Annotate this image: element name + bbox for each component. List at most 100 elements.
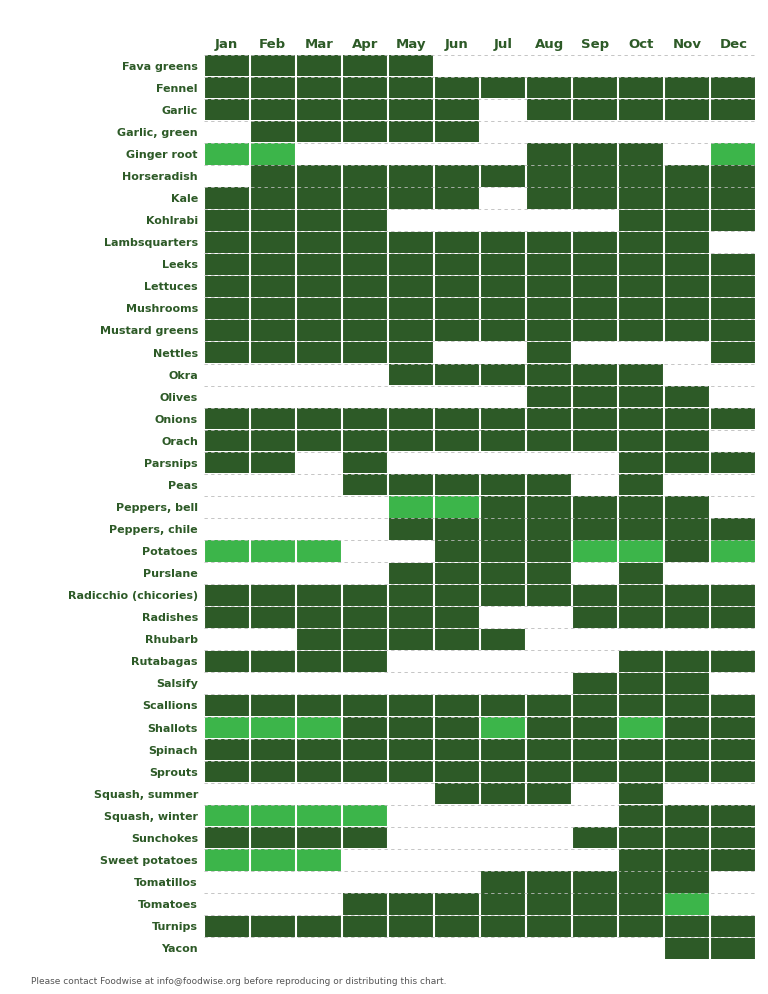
Bar [250,695,295,716]
Bar [665,232,710,252]
Bar [573,188,617,209]
Bar [389,695,433,716]
Bar [435,409,479,429]
Bar [619,188,664,209]
Bar [389,188,433,209]
Bar [619,474,664,495]
Bar [435,717,479,739]
Bar [665,872,710,893]
Bar [665,430,710,451]
Bar [619,872,664,893]
Bar [711,805,756,826]
Bar [665,275,710,297]
Bar [619,78,664,98]
Bar [435,894,479,914]
Bar [711,210,756,231]
Bar [250,409,295,429]
Bar [619,651,664,672]
Bar [527,695,571,716]
Bar [711,541,756,562]
Bar [665,937,710,959]
Bar [204,232,249,252]
Bar [389,78,433,98]
Bar [619,364,664,385]
Bar [389,342,433,363]
Bar [527,298,571,319]
Bar [619,783,664,804]
Bar [619,165,664,187]
Bar [481,783,525,804]
Bar [389,629,433,650]
Bar [665,409,710,429]
Bar [250,275,295,297]
Bar [619,210,664,231]
Bar [481,496,525,518]
Bar [389,99,433,120]
Bar [204,143,249,165]
Bar [389,474,433,495]
Bar [435,188,479,209]
Bar [481,232,525,252]
Bar [250,717,295,739]
Bar [204,78,249,98]
Bar [204,409,249,429]
Bar [204,584,249,605]
Bar [435,783,479,804]
Bar [343,629,387,650]
Bar [527,275,571,297]
Bar [711,275,756,297]
Bar [435,629,479,650]
Bar [204,849,249,871]
Bar [435,78,479,98]
Bar [665,496,710,518]
Bar [296,78,341,98]
Bar [343,342,387,363]
Bar [665,188,710,209]
Bar [389,430,433,451]
Bar [573,519,617,540]
Bar [343,695,387,716]
Bar [250,232,295,252]
Bar [481,894,525,914]
Bar [527,739,571,760]
Bar [250,761,295,782]
Bar [619,386,664,408]
Bar [711,584,756,605]
Bar [343,606,387,628]
Bar [250,915,295,936]
Bar [204,915,249,936]
Bar [665,915,710,936]
Bar [527,78,571,98]
Bar [527,584,571,605]
Bar [250,430,295,451]
Bar [619,275,664,297]
Bar [711,606,756,628]
Bar [481,739,525,760]
Bar [665,165,710,187]
Bar [619,739,664,760]
Bar [389,409,433,429]
Bar [665,386,710,408]
Bar [619,915,664,936]
Bar [250,541,295,562]
Bar [343,717,387,739]
Bar [619,894,664,914]
Bar [204,320,249,341]
Bar [573,496,617,518]
Bar [619,232,664,252]
Bar [573,584,617,605]
Bar [481,695,525,716]
Bar [250,805,295,826]
Bar [527,915,571,936]
Bar [481,275,525,297]
Bar [527,364,571,385]
Bar [481,165,525,187]
Bar [389,364,433,385]
Bar [711,849,756,871]
Bar [343,651,387,672]
Bar [527,99,571,120]
Bar [389,606,433,628]
Bar [435,99,479,120]
Bar [296,541,341,562]
Bar [389,320,433,341]
